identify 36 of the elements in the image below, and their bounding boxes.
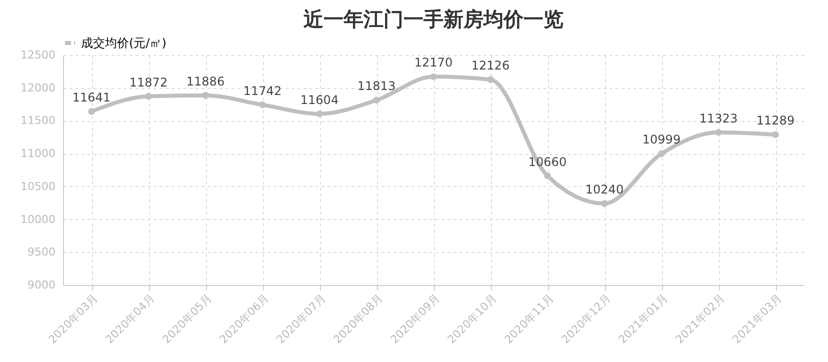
point (202, 92, 209, 99)
data-label: 11813 (357, 79, 396, 94)
data-label: 11604 (300, 92, 339, 107)
legend-label: 成交均价(元/㎡) (81, 36, 166, 50)
y-tick-label: 10500 (20, 180, 56, 193)
point (601, 200, 608, 207)
point (259, 101, 266, 108)
y-tick-label: 11500 (20, 114, 56, 128)
data-label: 10240 (585, 182, 624, 197)
y-tick-label: 12000 (20, 81, 56, 94)
point (430, 73, 437, 80)
point (487, 76, 494, 83)
data-label: 10660 (528, 154, 567, 169)
y-tick-label: 12500 (20, 48, 56, 62)
data-label: 11323 (699, 111, 738, 126)
data-label: 12170 (414, 56, 453, 70)
point (145, 92, 152, 100)
point (373, 96, 380, 104)
data-label: 11289 (756, 114, 795, 128)
y-tick-label: 11000 (20, 147, 56, 160)
point (715, 129, 722, 136)
data-label: 12126 (471, 58, 510, 73)
data-label: 11872 (129, 75, 168, 90)
point (544, 172, 551, 180)
point (88, 108, 95, 115)
chart-title: 近一年江门一手新房均价一览 (302, 7, 564, 31)
point (658, 150, 665, 157)
point (772, 131, 779, 138)
data-label: 11742 (243, 84, 282, 98)
y-tick-label: 9000 (28, 278, 56, 292)
data-label: 11641 (72, 90, 111, 104)
y-tick-label: 10000 (20, 212, 56, 226)
data-label: 11886 (186, 74, 225, 88)
data-label: 10999 (642, 132, 681, 147)
y-tick-label: 9500 (28, 246, 56, 259)
point (316, 110, 323, 118)
